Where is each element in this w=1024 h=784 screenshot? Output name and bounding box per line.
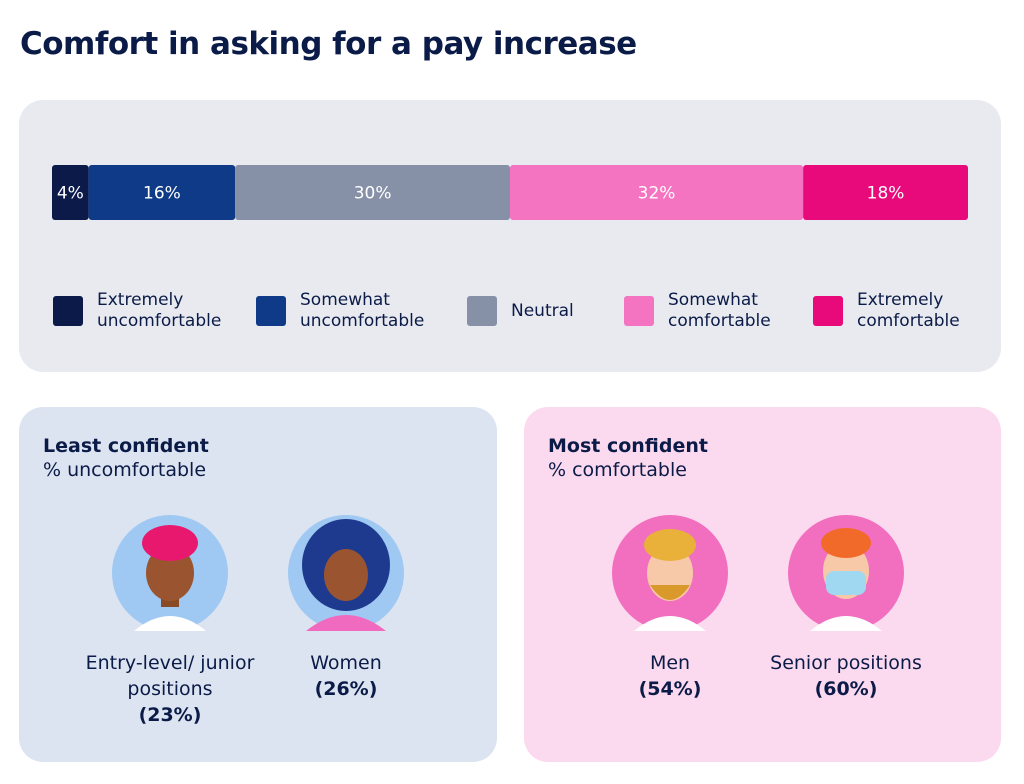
legend-label: Neutral	[511, 301, 574, 321]
legend-label: Somewhat uncomfortable	[300, 290, 425, 331]
panel-title: Least confident	[43, 435, 209, 457]
group-name: Women	[310, 652, 382, 674]
bar-segment	[803, 165, 968, 220]
group-value: (26%)	[314, 678, 378, 700]
avatar	[112, 515, 228, 631]
group-name: Men	[649, 652, 691, 674]
legend-swatch	[813, 296, 843, 326]
legend-swatch	[53, 296, 83, 326]
legend-label: Extremely comfortable	[857, 290, 960, 331]
chart-card	[19, 100, 1001, 372]
legend-label: Extremely uncomfortable	[97, 290, 222, 331]
bar-segment	[88, 165, 236, 220]
value-label: 4%	[57, 184, 84, 204]
group-label: Men (54%)	[575, 650, 765, 702]
panel-subtitle: % uncomfortable	[43, 459, 207, 481]
group-label: Senior positions (60%)	[751, 650, 941, 702]
avatar	[788, 515, 904, 631]
avatar	[612, 515, 728, 631]
value-label: 30%	[354, 184, 392, 204]
group-value: (60%)	[814, 678, 878, 700]
panel-title: Most confident	[548, 435, 708, 457]
panel: Most confident % comfortable Men (54%) Se…	[524, 407, 1001, 762]
value-label: 18%	[867, 184, 905, 204]
group-value: (54%)	[638, 678, 702, 700]
legend-swatch	[624, 296, 654, 326]
avatar	[288, 515, 404, 631]
bar-segment	[52, 165, 89, 220]
legend-swatch	[467, 296, 497, 326]
value-label: 32%	[638, 184, 676, 204]
panel-subtitle: % comfortable	[548, 459, 687, 481]
group-label: Women (26%)	[251, 650, 441, 702]
group-label: Entry-level/ junior positions (23%)	[75, 650, 265, 728]
group-value: (23%)	[138, 704, 202, 726]
bar-segment	[235, 165, 510, 220]
chart-title: Comfort in asking for a pay increase	[20, 26, 637, 62]
legend-label: Somewhat comfortable	[668, 290, 771, 331]
bar-segment	[510, 165, 804, 220]
legend-swatch	[256, 296, 286, 326]
panel: Least confident % uncomfortable Entry-le…	[19, 407, 497, 762]
group-name: Entry-level/ junior positions	[85, 652, 255, 700]
bar-chart: 4% 16% 30% 32% 18%	[52, 165, 968, 220]
value-label: 16%	[143, 184, 181, 204]
group-name: Senior positions	[770, 652, 922, 674]
